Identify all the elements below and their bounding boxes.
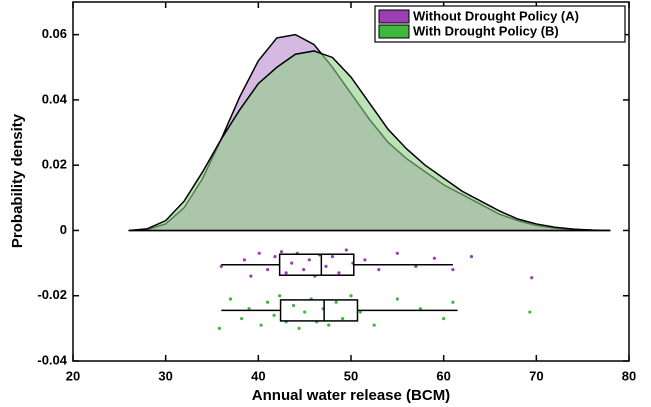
density-area — [128, 50, 611, 232]
x-tick-label: 20 — [66, 368, 80, 383]
legend-swatch — [378, 24, 410, 39]
data-point — [341, 316, 345, 321]
data-point — [337, 271, 341, 275]
y-tick-label: 0.04 — [42, 91, 68, 106]
data-point — [266, 268, 270, 272]
x-tick-label: 60 — [436, 368, 450, 383]
data-point — [395, 251, 399, 255]
data-point — [257, 251, 261, 255]
data-point — [240, 316, 244, 321]
x-tick-label: 70 — [529, 368, 543, 383]
x-tick-label: 40 — [251, 368, 265, 383]
data-point — [290, 261, 294, 265]
data-point — [284, 271, 288, 275]
data-point — [442, 316, 446, 321]
data-point — [395, 297, 399, 301]
data-point — [249, 274, 253, 278]
y-tick-label: 0 — [60, 222, 67, 237]
data-point — [349, 294, 353, 298]
data-point — [272, 313, 276, 317]
data-point — [414, 264, 418, 268]
data-point — [372, 323, 376, 327]
y-tick-label: -0.04 — [37, 352, 67, 367]
y-tick-label: 0.02 — [42, 157, 67, 172]
data-point — [303, 310, 307, 314]
data-point — [266, 300, 270, 304]
box — [278, 253, 355, 276]
data-point — [259, 323, 263, 327]
data-point — [528, 310, 532, 314]
data-point — [530, 276, 534, 280]
data-point — [324, 264, 328, 268]
box — [279, 299, 359, 322]
data-point — [278, 294, 282, 298]
data-point — [432, 256, 436, 260]
data-point — [291, 303, 296, 308]
data-point — [219, 264, 223, 268]
legend-label: With Drought Policy (B) — [413, 23, 559, 38]
data-point — [217, 326, 222, 330]
y-axis-title: Probability density — [9, 113, 26, 248]
data-point — [242, 258, 247, 262]
data-point — [363, 258, 367, 262]
x-tick-label: 50 — [344, 368, 358, 383]
y-tick-label: 0.06 — [42, 26, 67, 41]
data-point — [358, 310, 362, 314]
y-tick-label: -0.02 — [37, 287, 67, 302]
data-point — [451, 300, 455, 304]
legend-label: Without Drought Policy (A) — [413, 8, 579, 23]
x-axis-title: Annual water release (BCM) — [252, 387, 450, 404]
data-point — [418, 307, 423, 311]
data-point — [273, 254, 277, 259]
data-point — [247, 307, 251, 311]
data-point — [451, 268, 455, 272]
data-point — [344, 248, 348, 252]
legend-frame — [374, 5, 626, 43]
data-point — [334, 300, 338, 304]
data-point — [297, 326, 301, 330]
x-tick-label: 30 — [158, 368, 172, 383]
data-point — [279, 250, 284, 254]
data-point — [330, 254, 335, 259]
data-point — [327, 323, 331, 327]
data-point — [377, 268, 381, 272]
data-point — [228, 297, 233, 301]
x-tick-label: 80 — [622, 368, 636, 383]
data-point — [469, 254, 474, 259]
data-point — [302, 268, 306, 272]
legend-swatch — [378, 9, 410, 24]
data-point — [307, 258, 311, 262]
